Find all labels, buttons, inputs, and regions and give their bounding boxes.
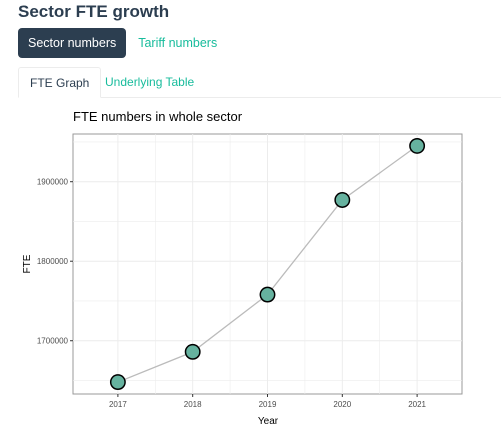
x-tick-label: 2021 xyxy=(408,400,426,409)
data-point xyxy=(334,192,351,208)
y-tick-label: 1900000 xyxy=(37,178,69,187)
y-axis-title: FTE xyxy=(22,254,33,273)
tab-sector-numbers[interactable]: Sector numbers xyxy=(18,28,127,58)
x-tick-label: 2018 xyxy=(184,400,202,409)
chart-title: FTE numbers in whole sector xyxy=(73,109,243,124)
tab-underlying-table[interactable]: Underlying Table xyxy=(105,75,195,89)
data-points xyxy=(109,137,426,391)
fte-line-chart: FTE numbers in whole sector 1700000 18000… xyxy=(22,109,463,427)
page-title: Sector FTE growth xyxy=(18,2,170,21)
axis-ticks: 1700000 1800000 1900000 2017 2018 2019 2020 202… xyxy=(37,178,427,409)
data-point xyxy=(259,286,276,303)
tab-nav: FTE Graph Underlying Table xyxy=(18,67,501,98)
x-tick-label: 2019 xyxy=(259,400,277,409)
data-point xyxy=(109,374,126,391)
x-tick-label: 2020 xyxy=(333,400,351,409)
data-point xyxy=(409,137,426,154)
pill-nav: Sector numbers Tariff numbers xyxy=(18,28,227,58)
data-point xyxy=(184,343,201,360)
y-tick-label: 1700000 xyxy=(37,337,69,346)
y-tick-label: 1800000 xyxy=(37,257,69,266)
tab-tariff-numbers[interactable]: Tariff numbers xyxy=(138,36,218,50)
x-axis-title: Year xyxy=(258,416,279,427)
x-tick-label: 2017 xyxy=(109,400,127,409)
tab-fte-graph[interactable]: FTE Graph xyxy=(18,67,102,98)
grid-lines xyxy=(73,134,462,394)
